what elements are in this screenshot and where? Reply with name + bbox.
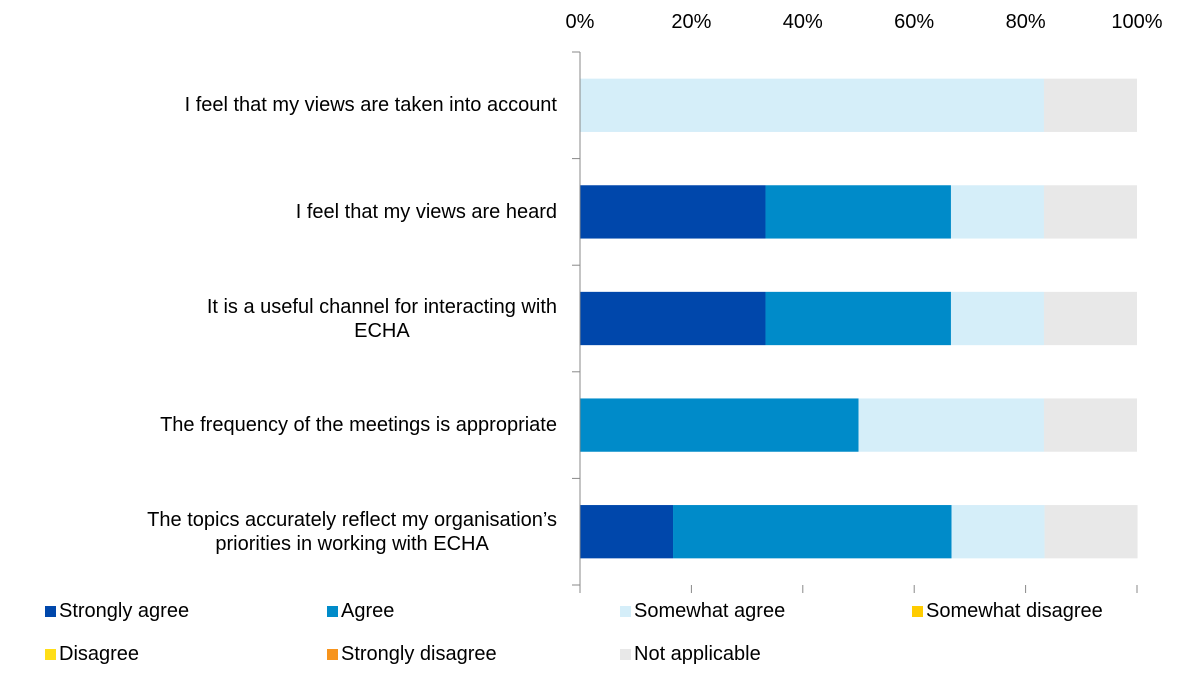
legend-label: Disagree: [59, 643, 140, 665]
bar-segment: [1043, 398, 1137, 452]
legend-swatch: [620, 649, 631, 660]
bar-segment: [580, 78, 1044, 132]
legend-swatch: [620, 606, 631, 617]
legend-swatch: [327, 606, 338, 617]
bar-segment: [950, 185, 1044, 239]
bar-segment: [580, 398, 859, 452]
bar-segment: [1044, 505, 1138, 559]
category-label: It is a useful channel for interacting w…: [206, 295, 557, 342]
legend-label: Agree: [341, 600, 395, 622]
bar-segment: [765, 291, 951, 346]
bar-segment: [580, 505, 674, 559]
category-label: I feel that my views are heard: [295, 200, 557, 223]
bar-segment: [1043, 185, 1137, 239]
x-tick-label: 80%: [1005, 11, 1046, 33]
x-tick-label: 60%: [894, 11, 935, 33]
x-tick-label: 100%: [1111, 11, 1163, 33]
legend-swatch: [45, 649, 56, 660]
legend-swatch: [327, 649, 338, 660]
legend-swatch: [45, 606, 56, 617]
legend-label: Somewhat agree: [634, 600, 786, 622]
bar-segment: [580, 291, 766, 346]
bar-segment: [580, 185, 766, 239]
legend-item: Agree: [327, 600, 394, 623]
category-label: I feel that my views are taken into acco…: [184, 94, 557, 117]
legend-item: Strongly disagree: [327, 643, 497, 666]
bar-segment: [950, 291, 1044, 346]
legend-item: Not applicable: [620, 643, 761, 666]
category-label: The frequency of the meetings is appropr…: [160, 414, 557, 437]
bar-segment: [1043, 78, 1137, 132]
x-tick-label: 20%: [671, 11, 712, 33]
legend-item: Somewhat disagree: [912, 600, 1103, 623]
legend-item: Somewhat agree: [620, 600, 785, 623]
bar-segment: [1043, 291, 1137, 346]
bar-segment: [951, 505, 1045, 559]
bar-segment: [765, 185, 951, 239]
legend-item: Disagree: [45, 643, 139, 666]
legend-swatch: [912, 606, 923, 617]
bar-segment: [673, 505, 952, 559]
bar-segment: [858, 398, 1044, 452]
legend-item: Strongly agree: [45, 600, 189, 623]
legend-label: Not applicable: [634, 643, 761, 665]
legend-label: Somewhat disagree: [926, 600, 1103, 622]
category-label: The topics accurately reflect my organis…: [147, 508, 557, 555]
legend-label: Strongly disagree: [341, 643, 497, 665]
x-tick-label: 0%: [565, 11, 595, 33]
x-tick-label: 40%: [782, 11, 823, 33]
legend-label: Strongly agree: [59, 600, 190, 622]
